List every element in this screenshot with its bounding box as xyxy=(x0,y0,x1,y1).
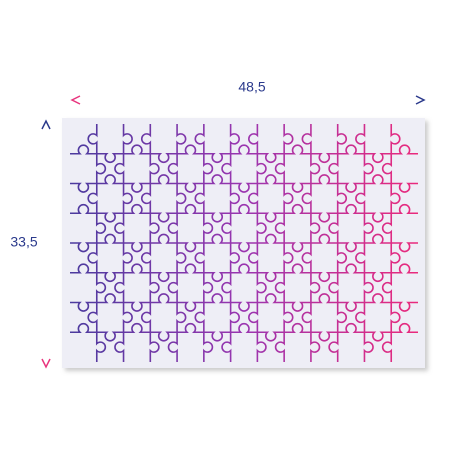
width-label: 48,5 xyxy=(238,79,265,95)
height-label: 33,5 xyxy=(10,234,37,250)
puzzle-cuts xyxy=(70,124,418,362)
cut-lines xyxy=(70,124,418,362)
arrow-head xyxy=(41,358,51,369)
arrow-head xyxy=(415,95,426,105)
arrow-head xyxy=(41,119,51,130)
arrow-head xyxy=(70,95,81,105)
